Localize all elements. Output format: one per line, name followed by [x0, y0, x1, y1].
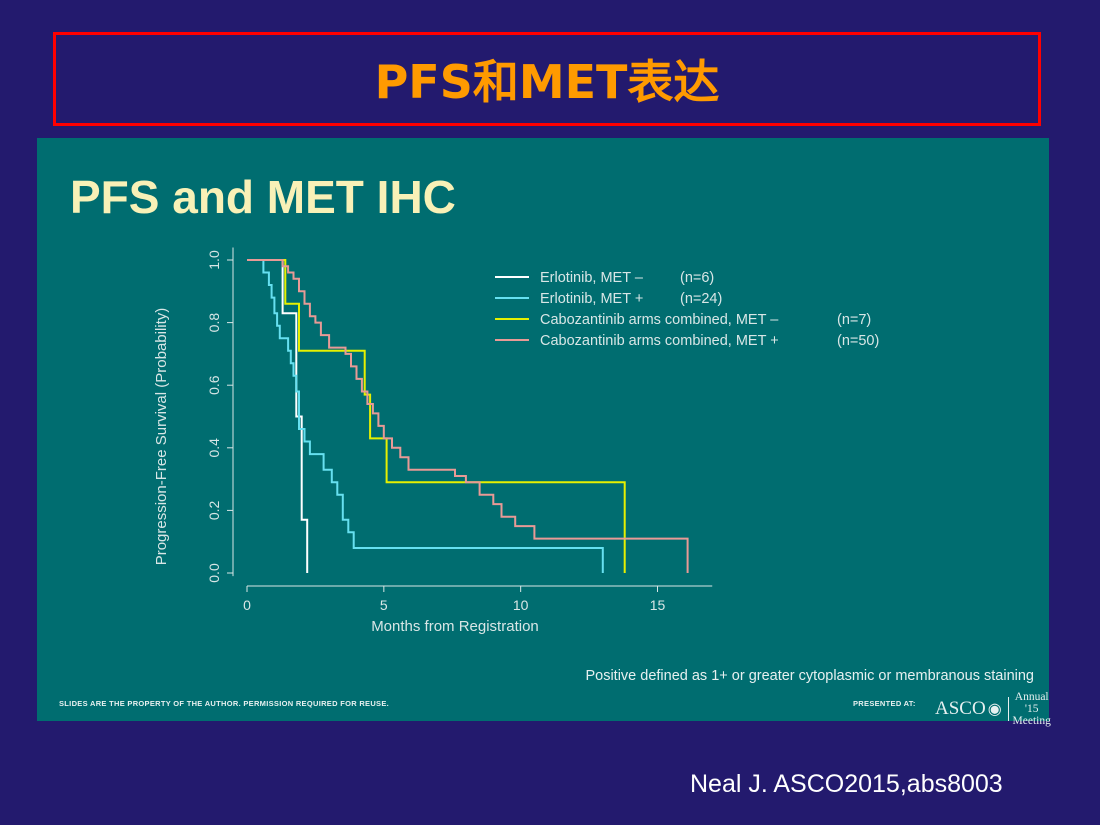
km-curve-2	[247, 259, 604, 573]
x-tick-label: 0	[243, 597, 251, 613]
header-title-box: PFS和MET表达	[53, 32, 1041, 126]
annual-meeting-label: Annual '15 Meeting	[1012, 691, 1051, 727]
legend-label: Cabozantinib arms combined, MET +	[540, 333, 779, 349]
legend-n-label: (n=50)	[837, 333, 879, 349]
footnote: Positive defined as 1+ or greater cytopl…	[585, 668, 1034, 684]
presented-at-label: PRESENTED AT:	[853, 699, 916, 708]
logo-divider	[1007, 697, 1009, 721]
y-tick-label: 0.6	[206, 375, 222, 395]
x-tick-label: 15	[650, 597, 666, 613]
x-tick-label: 10	[513, 597, 529, 613]
y-tick-label: 1.0	[206, 250, 222, 270]
asco-logo: ASCO ◉ Annual '15 Meeting	[935, 691, 1051, 727]
globe-icon: ◉	[987, 701, 1002, 718]
axes-layer: 0.0 0.2 0.4 0.6 0.8 1.0 0 5 10 15 Months from Regi…	[153, 247, 713, 635]
legend-n-label: (n=24)	[680, 291, 722, 307]
legend: Erlotinib, MET – (n=6) Erlotinib, MET + (n=…	[495, 270, 879, 349]
km-chart: 0.0 0.2 0.4 0.6 0.8 1.0 0 5 10 15 Months from Regi…	[153, 247, 879, 635]
asco-logo-text: ASCO	[935, 698, 986, 719]
meeting-label: Meeting	[1012, 715, 1051, 727]
km-curve-4	[247, 259, 689, 573]
y-axis-label: Progression-Free Survival (Probability)	[153, 308, 170, 566]
legend-n-label: (n=7)	[837, 312, 871, 328]
x-axis-label: Months from Registration	[371, 618, 539, 635]
legend-label: Cabozantinib arms combined, MET –	[540, 312, 779, 328]
km-curve-1	[247, 259, 309, 573]
y-tick-label: 0.4	[206, 438, 222, 458]
citation: Neal J. ASCO2015,abs8003	[690, 770, 1003, 798]
km-curve-3	[247, 259, 626, 573]
y-tick-label: 0.0	[206, 563, 222, 583]
y-tick-label: 0.8	[206, 313, 222, 333]
legend-label: Erlotinib, MET –	[540, 270, 644, 286]
slide-title: PFS and MET IHC	[70, 171, 456, 223]
curves-layer	[247, 259, 689, 573]
header-title: PFS和MET表达	[374, 55, 720, 109]
slide-panel: PFS and MET IHC 0.0 0.2 0.4 0.6 0.8 1.0 0 5 10 15…	[37, 138, 1051, 727]
legend-n-label: (n=6)	[680, 270, 714, 286]
annual-label: Annual '15	[1014, 691, 1049, 715]
property-notice: SLIDES ARE THE PROPERTY OF THE AUTHOR. P…	[59, 699, 390, 708]
y-tick-label: 0.2	[206, 500, 222, 520]
legend-label: Erlotinib, MET +	[540, 291, 643, 307]
x-tick-label: 5	[380, 597, 388, 613]
